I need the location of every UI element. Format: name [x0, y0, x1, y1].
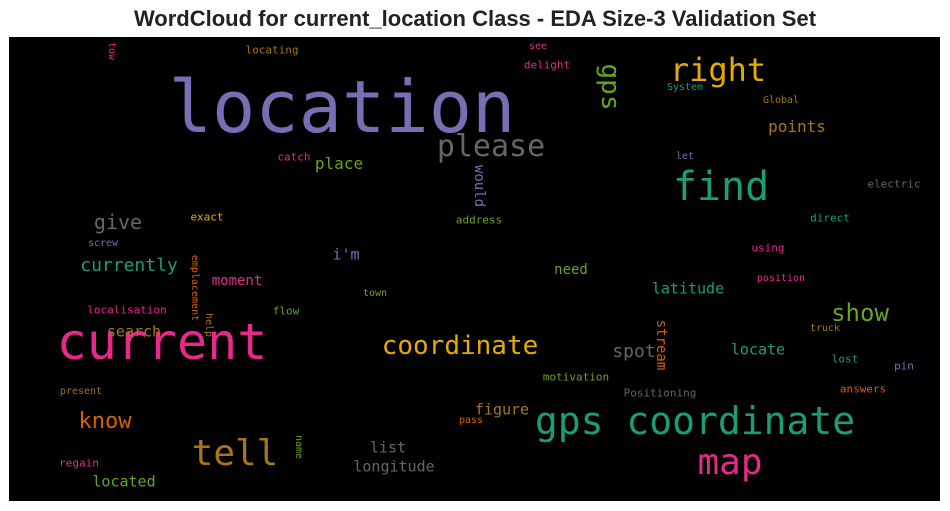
word-position: position [756, 273, 806, 284]
word-tell: tell [191, 433, 279, 474]
word-need: need [554, 262, 588, 278]
word-figure: figure [474, 400, 530, 419]
word-electric: electric [867, 177, 921, 191]
word-locating: locating [245, 43, 299, 57]
word-find: find [672, 164, 770, 210]
word-located: located [92, 472, 156, 491]
word-screw: screw [87, 238, 119, 249]
word-emplacement: emplacement [189, 254, 200, 322]
word-points: points [768, 117, 826, 136]
word-system: System [666, 82, 704, 93]
word-regain: regain [59, 456, 99, 470]
word-localisation: localisation [87, 303, 167, 317]
word-positioning: Positioning [623, 386, 697, 400]
word-see: see [528, 41, 548, 52]
word-gps-coordinate: gps coordinate [534, 399, 856, 443]
word-name: name [293, 434, 304, 460]
word-truck: truck [809, 323, 841, 334]
word-right: right [669, 51, 767, 89]
word-currently: currently [80, 255, 178, 276]
word-locate: locate [730, 340, 786, 359]
word-present: present [59, 386, 103, 397]
word-longitude: longitude [353, 457, 435, 476]
word-show: show [831, 299, 889, 327]
word-lost: lost [831, 352, 859, 366]
word-current: current [56, 313, 268, 371]
word-catch: catch [277, 150, 311, 164]
word-using: using [751, 241, 785, 255]
word-location: location [168, 65, 516, 149]
word-latitude: latitude [651, 279, 725, 298]
wordcloud-canvas: location current gps coordinate find map tell… [9, 37, 940, 501]
word-know: know [78, 409, 132, 434]
word-help: help [203, 312, 214, 338]
word-search: search [106, 322, 162, 341]
word-pass: pass [458, 415, 484, 426]
word-place: place [314, 154, 364, 173]
word-direct: direct [810, 211, 850, 225]
word-delight: delight [523, 58, 571, 72]
word-map: map [697, 442, 763, 483]
word-please: please [436, 129, 546, 164]
word-spot: spot [612, 341, 656, 362]
word-stream: stream [653, 319, 669, 371]
word-give: give [93, 210, 143, 234]
chart-title: WordCloud for current_location Class - E… [133, 6, 817, 31]
word-tow: tow [106, 41, 117, 61]
word-coordinate: coordinate [381, 331, 539, 361]
word-pin: pin [894, 359, 914, 373]
word-answers: answers [839, 382, 887, 396]
word-address: address [455, 213, 503, 227]
word-list: list [369, 438, 407, 457]
word-global: Global [762, 95, 800, 106]
word-gps: gps [595, 63, 625, 111]
word-flow: flow [272, 304, 300, 318]
word-would: would [471, 164, 487, 208]
word-motivation: motivation [542, 370, 610, 384]
word-exact: exact [190, 210, 224, 224]
word-let: let [675, 151, 695, 162]
word-i-m: i'm [332, 245, 360, 264]
word-moment: moment [211, 273, 263, 289]
word-town: town [362, 288, 388, 299]
